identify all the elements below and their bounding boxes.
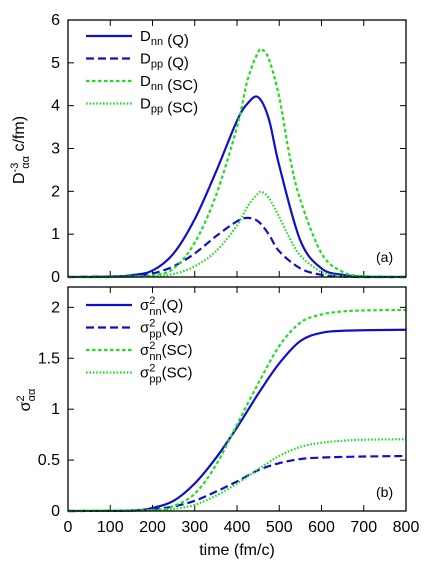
legend-entry-1: σ2 pp(Q) [140,318,183,341]
series-line-0 [67,328,407,513]
panel-b-frame [67,286,407,512]
series-line-3 [67,190,407,279]
series-line-2 [67,47,407,279]
panel-a-frame [67,19,407,278]
series-line-1 [67,216,407,279]
y-tick-label: 6 [51,12,60,29]
panel-b-label: (b) [376,484,393,500]
series-line-0 [67,95,407,279]
legend-entry-0: Dnn (Q) [140,28,189,49]
panel-a-legend: Dnn (Q)Dpp (Q)Dnn (SC)Dpp (SC) [86,28,198,117]
legend-entry-3: σ2 pp(SC) [140,363,192,386]
x-tick-label: 600 [308,519,335,536]
legend-entry-1: Dpp (Q) [140,51,189,72]
y-tick-label: 1 [51,401,60,418]
y-tick-label: 0 [51,269,60,286]
x-tick-label: 800 [393,519,420,536]
x-tick-label: 700 [350,519,377,536]
x-tick-label: 400 [224,519,251,536]
y-tick-label: 1.5 [38,350,60,367]
series-line-3 [67,438,407,513]
y-tick-label: 4 [51,98,60,115]
y-tick-label: 2 [51,183,60,200]
y-tick-label: 5 [51,55,60,72]
panel-b-legend: σ2 nn(Q)σ2 pp(Q)σ2 nn(SC)σ2 pp(SC) [86,295,192,386]
y-tick-label: 1 [51,226,60,243]
x-tick-label: 0 [64,519,73,536]
panel-a-label: (a) [376,249,393,265]
panel-a-ylabel: D-3αα c/fm) [9,116,32,184]
x-tick-label: 300 [181,519,208,536]
y-tick-label: 0.5 [38,452,60,469]
panel-b-ylabel: σ2αα [15,388,38,411]
x-tick-label: 500 [266,519,293,536]
legend-entry-3: Dpp (SC) [140,96,198,117]
y-tick-label: 0 [51,503,60,520]
y-tick-label: 2 [51,299,60,316]
x-tick-label: 100 [97,519,124,536]
legend-entry-2: σ2 nn(SC) [140,340,192,363]
series-line-2 [67,308,407,513]
legend-entry-2: Dnn (SC) [140,73,198,94]
x-axis-label: time (fm/c) [199,542,275,559]
legend-entry-0: σ2 nn(Q) [140,295,183,318]
y-tick-label: 3 [51,141,60,158]
panel-b: 0 0.5 1 1.5 2 0 100 200 300 400 500 600 700 800 σ2 nn(… [15,286,420,559]
x-tick-label: 200 [139,519,166,536]
panel-a: 0 1 2 3 4 5 6 Dnn (Q)Dpp (Q)Dnn (SC)Dpp (SC) (… [9,12,407,286]
